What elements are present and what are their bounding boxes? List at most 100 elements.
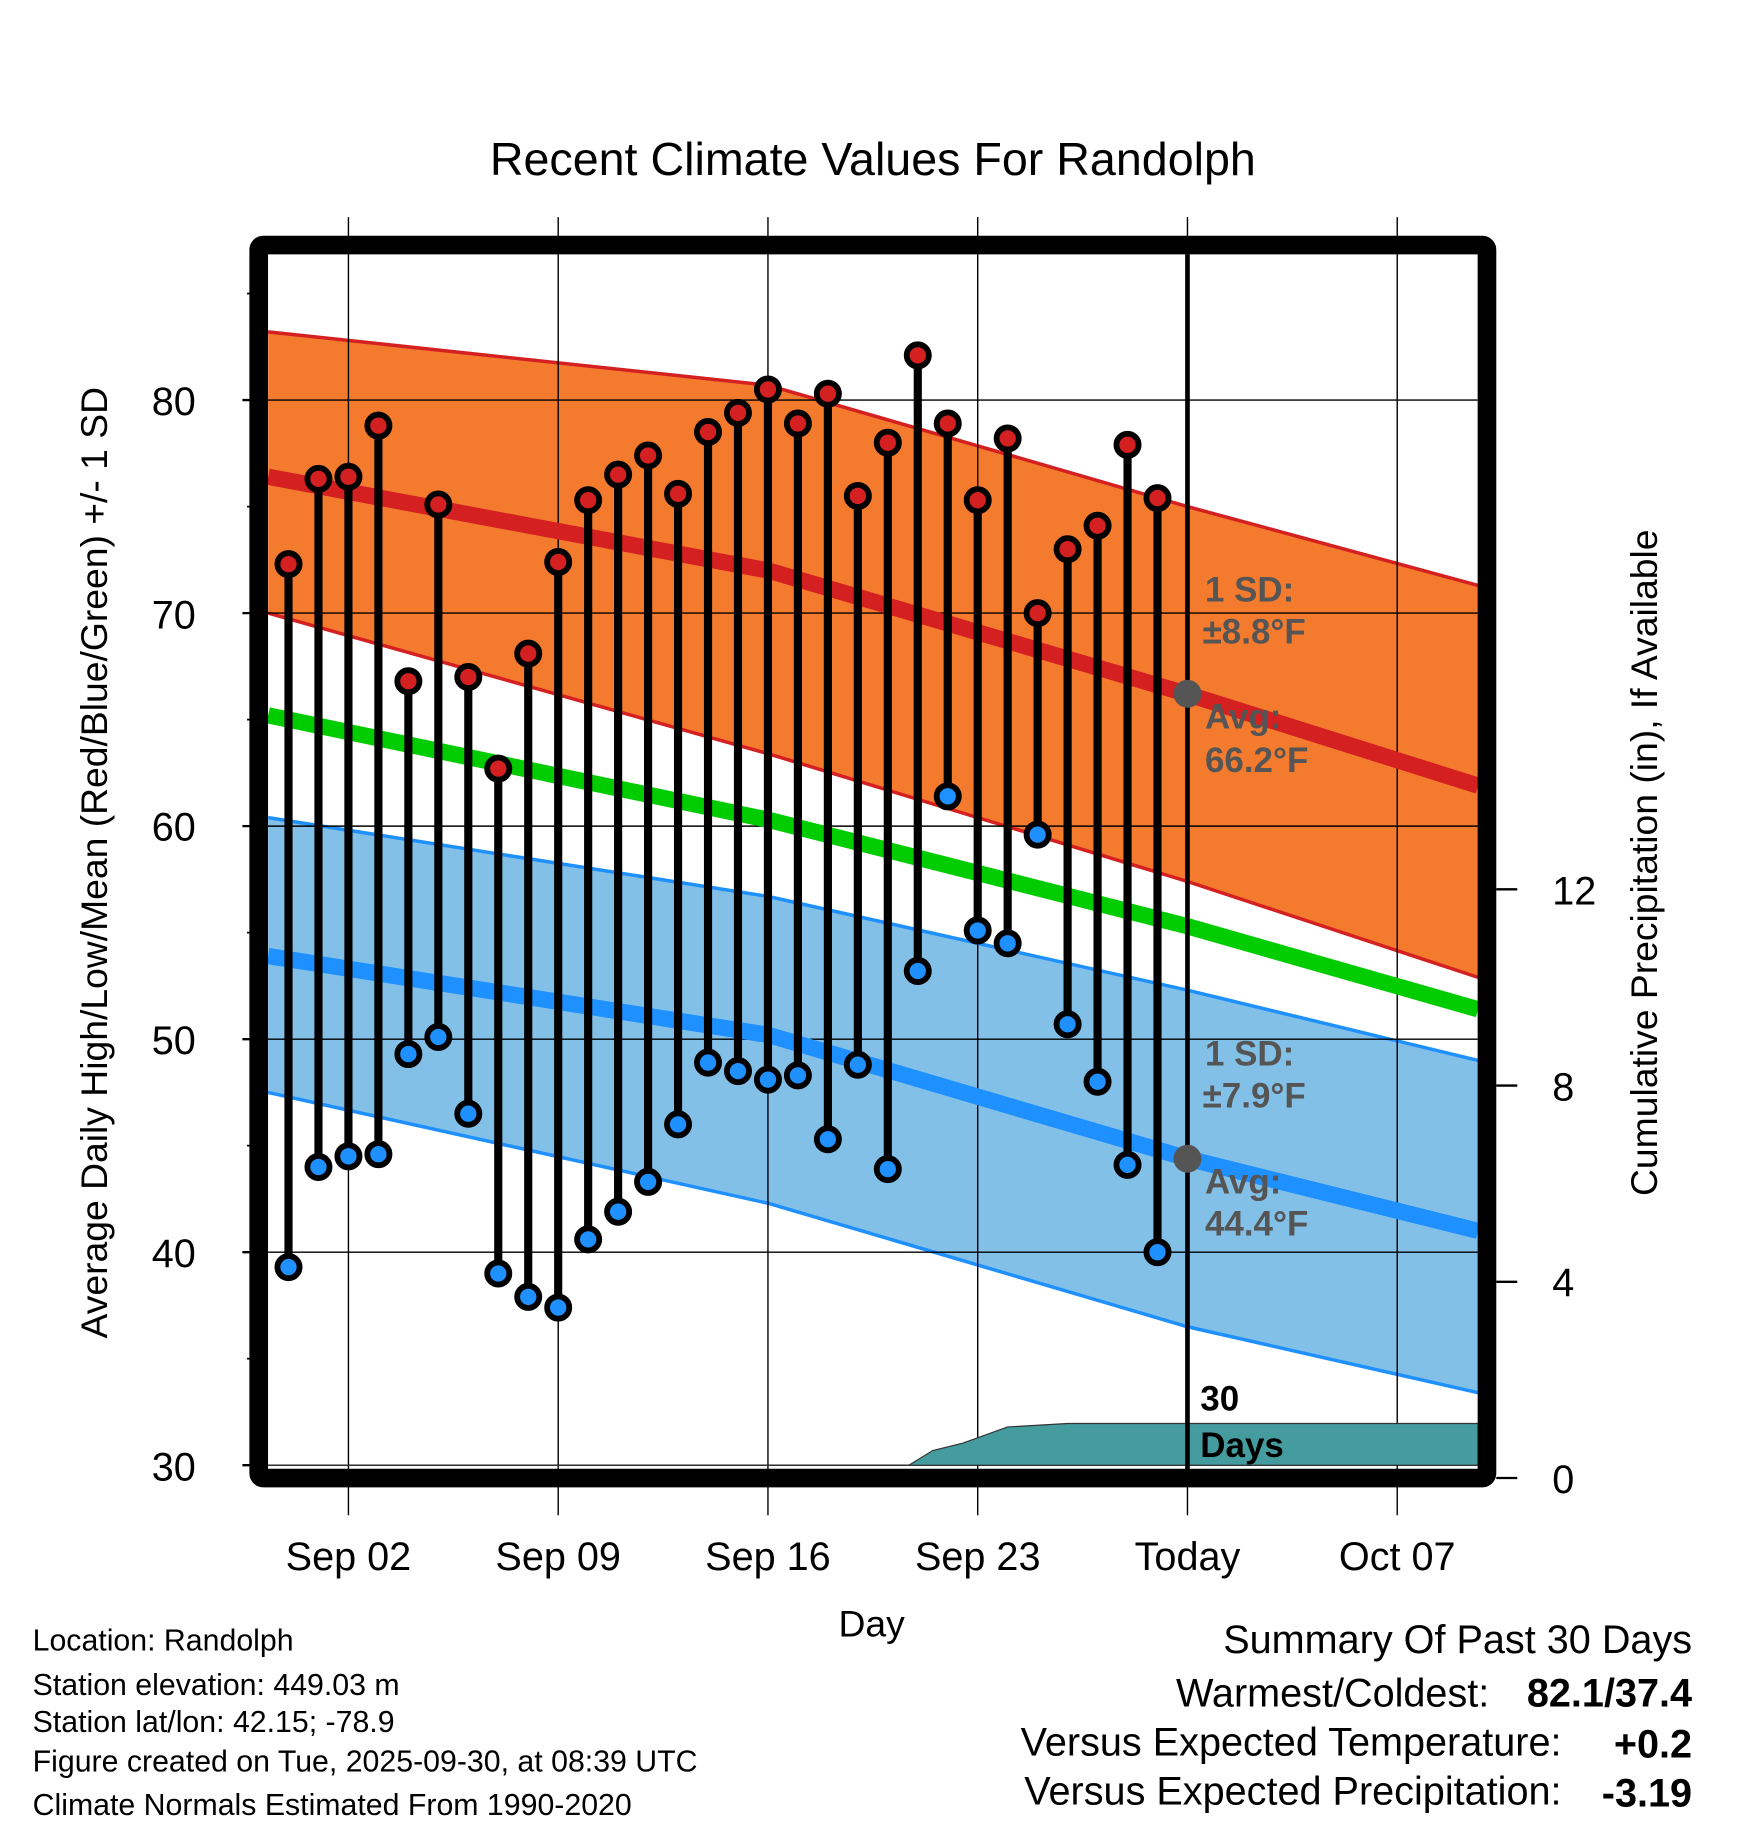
high-point [873,428,902,457]
x-axis: Sep 02 Sep 09 Sep 16 Sep 23 Today Oct 07… [286,1535,1456,1644]
low-point [993,929,1022,958]
low-sd-label: 1 SD: [1205,1034,1294,1073]
precip-cumulative-area [268,1422,1479,1466]
y-tick-label: 50 [152,1019,196,1063]
low-point [753,1065,782,1094]
high-point [1083,511,1112,540]
high-point [484,754,513,783]
x-tick-label: Sep 09 [495,1535,621,1579]
low-normal-line [266,948,1481,1239]
high-point [963,486,992,515]
high-point [903,341,932,370]
summary-precip-value: -3.19 [1602,1772,1692,1816]
x-tick-label: Sep 23 [915,1535,1041,1579]
high-point [364,411,393,440]
low-avg-value: 44.4°F [1205,1205,1308,1244]
summary-warmest-label: Warmest/Coldest: [1176,1671,1489,1715]
low-point [514,1282,543,1311]
high-point [724,398,752,427]
footer-info: Location: Randolph Station elevation: 44… [33,1624,698,1821]
high-point [664,479,693,508]
y-tick-label: 80 [152,380,196,424]
high-point [1053,535,1082,564]
high-point [694,418,723,447]
window-label-30: 30 [1200,1379,1239,1418]
low-point [1113,1150,1142,1179]
footer-normals: Climate Normals Estimated From 1990-2020 [33,1789,632,1822]
plot-frame [249,235,1497,1488]
high-point [634,441,663,470]
high-point [514,639,543,668]
high-point [394,667,423,696]
window-label-days: Days [1200,1426,1284,1465]
today-low-avg-marker [1173,1144,1202,1173]
high-point [1143,484,1172,513]
low-point [544,1293,573,1322]
footer-created: Figure created on Tue, 2025-09-30, at 08… [33,1746,698,1779]
low-point [394,1040,423,1069]
high-point [454,663,483,692]
y-tick-label: 60 [152,806,196,850]
y2-tick-label: 0 [1552,1458,1574,1502]
low-point [783,1061,812,1090]
high-point [933,409,962,438]
precip-area [268,1422,1479,1466]
high-avg-label: Avg: [1205,698,1281,737]
observations [274,341,1172,1322]
high-point [424,490,453,519]
low-point [694,1048,723,1077]
high-point [993,424,1022,453]
high-point [1023,599,1052,628]
high-avg-value: 66.2°F [1205,741,1308,780]
today-high-avg-marker [1173,679,1202,708]
low-point [664,1110,693,1139]
summary-temp-label: Versus Expected Temperature: [1021,1720,1562,1764]
y2-tick-label: 4 [1552,1261,1574,1305]
low-point [843,1050,872,1079]
high-point [274,550,303,579]
high-point [334,462,363,491]
x-tick-label: Sep 16 [705,1535,831,1579]
y2-tick-label: 12 [1552,870,1596,914]
low-avg-label: Avg: [1205,1163,1281,1202]
chart-title: Recent Climate Values For Randolph [490,133,1256,185]
summary-warmest-value: 82.1/37.4 [1527,1671,1692,1715]
x-tick-label: Sep 02 [286,1535,412,1579]
high-sd-value: ±8.8°F [1203,613,1306,652]
y-tick-label: 70 [152,593,196,637]
low-sd-band [268,817,1479,1393]
y-axis-right: 0 4 8 12 Cumulative Precipitation (in), … [1552,529,1665,1502]
low-point [813,1125,842,1154]
high-point [1113,430,1142,459]
low-point [424,1023,453,1052]
high-point [813,379,842,408]
low-point [454,1099,483,1128]
footer-latlon: Station lat/lon: 42.15; -78.9 [33,1706,395,1739]
low-point [933,782,962,811]
low-point [604,1197,633,1226]
high-point [544,548,573,576]
summary-temp-value: +0.2 [1614,1723,1692,1767]
annotations: 1 SD: ±8.8°F Avg: 66.2°F 1 SD: ±7.9°F Av… [1200,571,1308,1465]
low-point [364,1140,393,1169]
y-axis-left: 30 40 50 60 70 80 Average Daily High/Low… [73,380,196,1489]
high-sd-band [268,331,1479,978]
high-point [783,409,812,438]
low-sd-value: ±7.9°F [1203,1076,1306,1115]
low-point [304,1152,333,1181]
low-point [873,1155,902,1184]
footer-elevation: Station elevation: 449.03 m [33,1669,400,1702]
low-point [574,1225,603,1254]
x-tick-label: Oct 07 [1339,1535,1456,1579]
high-point [843,481,872,510]
high-point [753,375,782,404]
x-axis-label: Day [839,1603,906,1645]
low-point [634,1167,663,1196]
y-tick-label: 30 [152,1445,196,1489]
y-axis-label: Average Daily High/Low/Mean (Red/Blue/Gr… [73,387,115,1338]
high-point [604,460,633,489]
high-point [574,486,603,515]
y-tick-label: 40 [152,1232,196,1276]
low-point [274,1253,303,1282]
